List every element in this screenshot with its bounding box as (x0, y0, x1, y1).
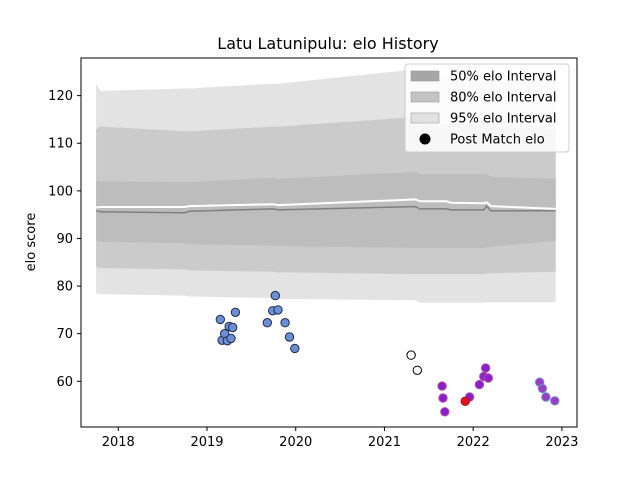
data-point-2-0 (437, 381, 447, 391)
data-point-0-6 (228, 322, 238, 333)
legend-swatch (410, 112, 440, 124)
data-point-0-14 (290, 343, 300, 354)
data-point-0-8 (262, 318, 272, 328)
data-point-4-2 (541, 392, 551, 402)
data-point-0-11 (273, 305, 283, 315)
data-point-4-3 (550, 396, 560, 406)
legend-label: 95% elo Interval (450, 112, 557, 127)
band-50 (96, 171, 556, 248)
legend-label: 80% elo Interval (450, 91, 557, 106)
y-tick-label: 70 (56, 327, 73, 342)
y-tick-label: 110 (48, 137, 73, 152)
legend-label: Post Match elo (450, 133, 545, 148)
y-tick-label: 80 (56, 280, 73, 295)
data-point-2-7 (483, 373, 493, 383)
x-tick-label: 2023 (545, 435, 578, 450)
legend-box (404, 63, 570, 153)
y-axis: 60 70 80 90 100 110 120 (48, 89, 81, 390)
mean-line (95, 198, 556, 210)
y-tick-label: 100 (48, 184, 73, 199)
y-axis-title: elo score (24, 213, 39, 272)
x-tick-label: 2021 (368, 435, 401, 450)
post-match-points (215, 290, 560, 417)
y-tick-label: 60 (56, 375, 73, 390)
y-tick-label: 90 (56, 232, 73, 247)
data-point-3-0 (460, 396, 470, 406)
legend-marker (419, 133, 431, 145)
data-point-0-12 (280, 318, 290, 328)
median-line (95, 204, 556, 214)
data-point-0-10 (270, 290, 280, 301)
x-tick-label: 2018 (102, 435, 135, 450)
x-tick-label: 2020 (279, 435, 312, 450)
data-point-0-7 (230, 307, 241, 317)
legend-label: 50% elo Interval (450, 70, 557, 85)
chart-title: Latu Latunipulu: elo History (217, 34, 438, 53)
y-tick-label: 120 (48, 89, 73, 104)
legend-swatch (410, 91, 440, 103)
data-point-1-1 (412, 365, 422, 375)
x-axis: 2018 2019 2020 2021 2022 2023 (102, 427, 578, 450)
data-point-2-6 (480, 363, 491, 373)
data-point-1-0 (406, 350, 416, 360)
legend-swatch (410, 70, 440, 82)
data-point-2-4 (474, 379, 485, 390)
data-point-0-5 (226, 333, 236, 344)
data-point-0-13 (284, 332, 295, 342)
plot-frame (80, 57, 578, 428)
legend: 50% elo Interval 80% elo Interval 95% elo … (404, 63, 570, 153)
data-point-0-0 (215, 314, 226, 325)
x-tick-label: 2019 (190, 435, 223, 450)
x-tick-label: 2022 (457, 435, 490, 450)
data-point-2-2 (440, 407, 450, 417)
data-point-2-1 (438, 393, 448, 403)
data-point-4-1 (537, 383, 548, 394)
